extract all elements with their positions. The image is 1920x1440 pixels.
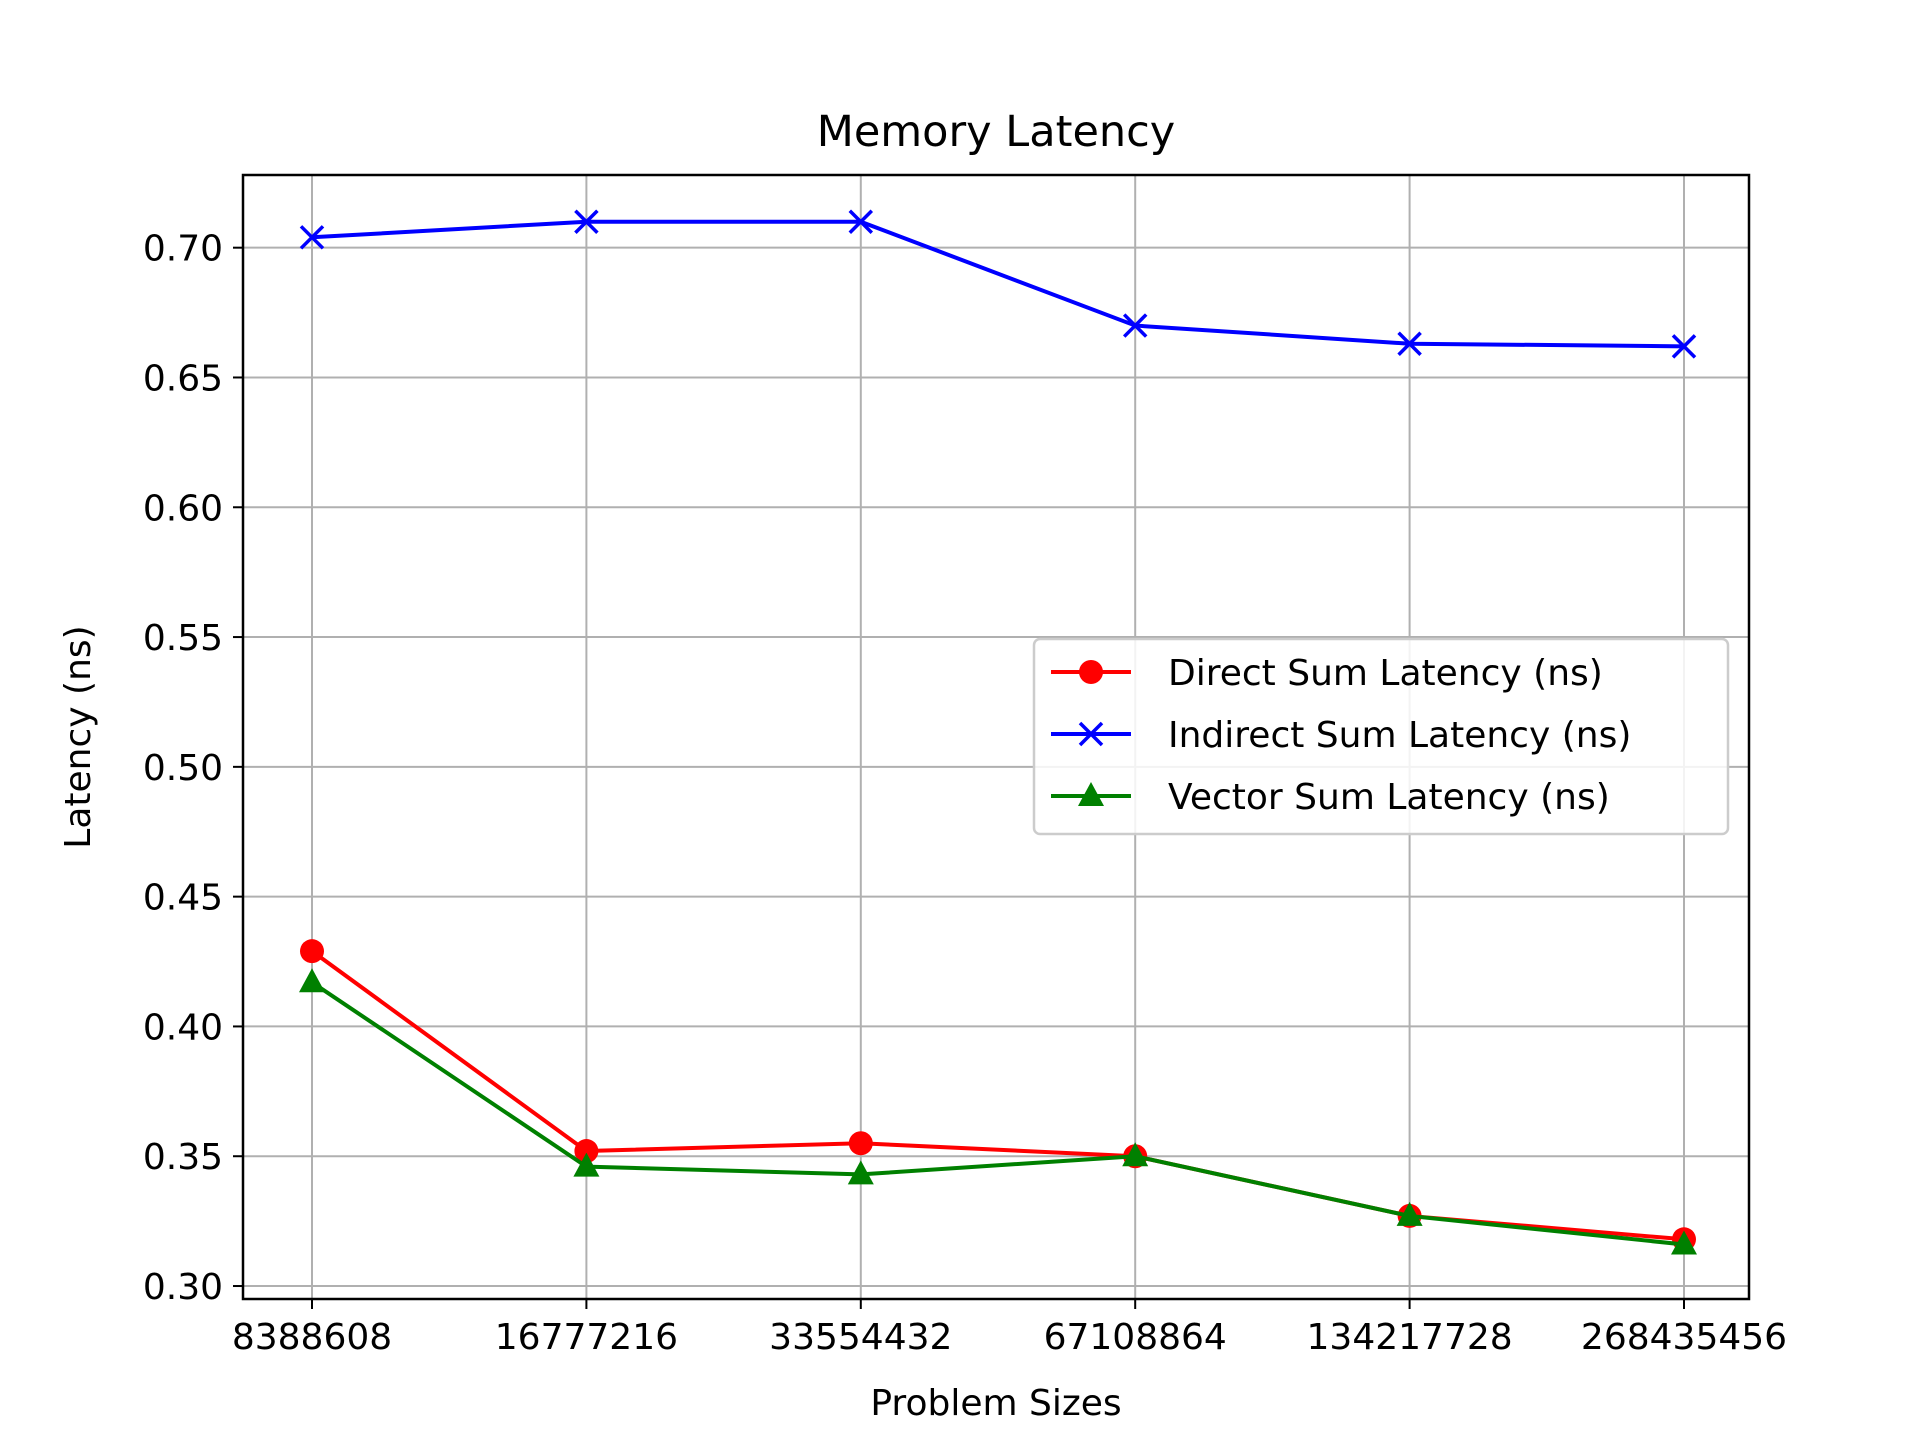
vector-series <box>299 968 1697 1255</box>
x-axis-label: Problem Sizes <box>870 1383 1121 1424</box>
direct-point <box>848 1131 873 1156</box>
legend-label: Direct Sum Latency (ns) <box>1168 653 1603 694</box>
series-layer <box>299 209 1697 1255</box>
legend-marker <box>1078 782 1104 806</box>
x-axis: 8388608 16777216 33554432 67108864 134217728… <box>232 1299 1787 1358</box>
indirect-series-line <box>311 219 1685 349</box>
y-axis-label: Latency (ns) <box>58 625 99 848</box>
legend: Direct Sum Latency (ns) Indirect Sum Late… <box>1032 637 1730 836</box>
x-tick-label: 16777216 <box>495 1317 678 1358</box>
y-tick-label: 0.40 <box>143 1007 223 1048</box>
y-tick-label: 0.35 <box>143 1137 223 1178</box>
indirect-point <box>1397 331 1422 356</box>
indirect-point <box>1122 313 1148 338</box>
legend-marker <box>1079 660 1103 684</box>
chart-title: Memory Latency <box>817 107 1176 157</box>
x-tick-label: 8388608 <box>232 1317 392 1358</box>
vector-point <box>573 1152 600 1177</box>
indirect-point <box>299 225 325 250</box>
direct-point <box>574 1139 599 1164</box>
legend-entry-indirect: Indirect Sum Latency (ns) <box>1051 715 1631 756</box>
legend-label: Vector Sum Latency (ns) <box>1168 777 1610 818</box>
vector-point <box>1396 1201 1423 1226</box>
y-tick-label: 0.30 <box>143 1267 223 1308</box>
indirect-series <box>299 209 1697 359</box>
indirect-point <box>574 209 599 234</box>
direct-point <box>300 939 324 964</box>
x-tick-label: 134217728 <box>1307 1317 1513 1358</box>
y-tick-label: 0.55 <box>143 618 223 659</box>
indirect-point <box>1671 334 1697 359</box>
vector-series-line <box>310 980 1685 1247</box>
indirect-point <box>848 209 874 234</box>
x-tick-label: 67108864 <box>1044 1317 1227 1358</box>
legend-box <box>1032 637 1730 836</box>
y-tick-label: 0.60 <box>143 488 223 529</box>
legend-label: Indirect Sum Latency (ns) <box>1168 715 1631 756</box>
x-tick-label: 33554432 <box>769 1317 952 1358</box>
vector-point <box>847 1160 874 1185</box>
y-tick-label: 0.70 <box>143 229 223 270</box>
y-tick-label: 0.45 <box>143 878 223 919</box>
vector-point <box>1122 1142 1149 1167</box>
plot-frame <box>241 173 1751 1301</box>
y-tick-label: 0.50 <box>143 748 223 789</box>
x-tick-label: 268435456 <box>1581 1317 1787 1358</box>
legend-entry-direct: Direct Sum Latency (ns) <box>1051 653 1603 694</box>
legend-entry-vector: Vector Sum Latency (ns) <box>1051 777 1610 818</box>
legend-marker <box>1078 721 1104 747</box>
vector-point <box>1671 1230 1697 1255</box>
y-tick-label: 0.65 <box>143 358 223 399</box>
vector-point <box>299 968 325 993</box>
y-axis: 0.30 0.35 0.40 0.45 0.50 0.55 0.60 0.65 0.70 <box>143 229 243 1308</box>
